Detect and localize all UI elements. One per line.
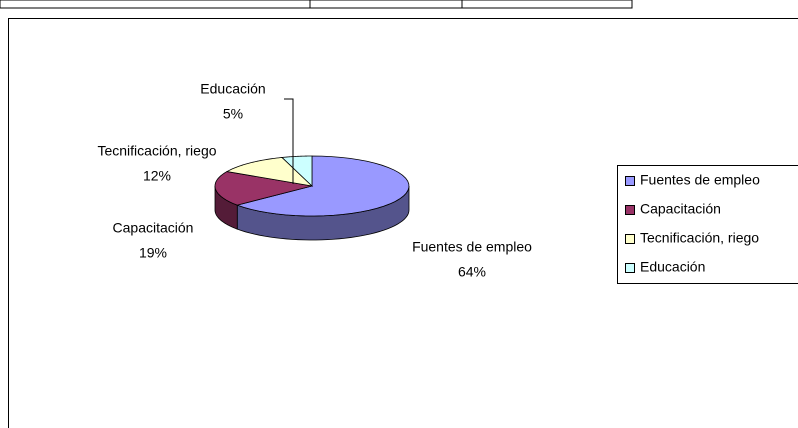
data-label-name: Educación — [200, 81, 265, 97]
legend-swatch — [625, 263, 635, 273]
slice — [281, 155, 313, 187]
data-label-value: 5% — [223, 106, 243, 122]
data-label-value: 12% — [143, 168, 171, 184]
legend-label: Educación — [640, 259, 705, 275]
legend-swatch — [625, 234, 635, 244]
legend-label: Fuentes de empleo — [640, 172, 760, 188]
legend — [617, 165, 798, 284]
data-label-value: 64% — [458, 264, 486, 280]
data-label-name: Tecnificación, riego — [97, 143, 216, 159]
slice — [225, 157, 314, 187]
legend-swatch — [625, 176, 635, 186]
legend-swatch — [625, 205, 635, 215]
leader-line — [284, 98, 294, 184]
slice — [235, 155, 410, 217]
table-strip — [0, 0, 633, 9]
legend-label: Capacitación — [640, 201, 721, 217]
data-label-name: Capacitación — [113, 220, 194, 236]
data-label-name: Fuentes de empleo — [412, 239, 532, 255]
legend-label: Tecnificación, riego — [640, 230, 759, 246]
slice — [214, 171, 313, 206]
data-label-value: 19% — [139, 245, 167, 261]
pie — [214, 155, 410, 241]
